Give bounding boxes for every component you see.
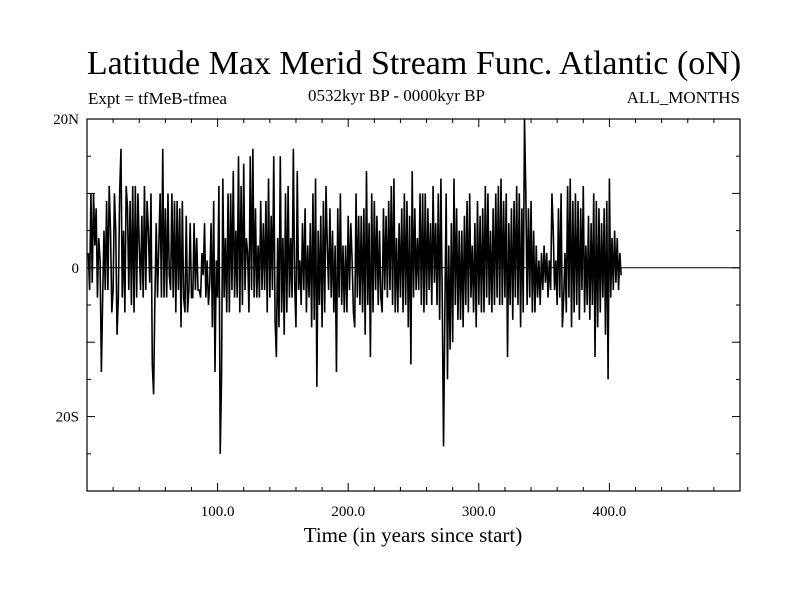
period-label: 0532kyr BP - 0000kyr BP	[308, 86, 485, 105]
x-axis-title: Time (in years since start)	[304, 523, 523, 547]
y-tick-label: 20N	[53, 112, 79, 128]
x-tick-label: 400.0	[593, 504, 627, 520]
x-tick-label: 300.0	[462, 504, 496, 520]
experiment-label: Expt = tfMeB-tfmea	[88, 89, 227, 108]
y-tick-label: 20S	[56, 410, 79, 426]
plot-frame	[86, 118, 741, 492]
x-tick-label: 200.0	[331, 504, 365, 520]
x-tick-label: 100.0	[201, 504, 235, 520]
y-tick-label: 0	[72, 261, 80, 277]
chart-title: Latitude Max Merid Stream Func. Atlantic…	[86, 45, 742, 82]
months-label: ALL_MONTHS	[626, 88, 740, 107]
series-line	[87, 118, 622, 454]
